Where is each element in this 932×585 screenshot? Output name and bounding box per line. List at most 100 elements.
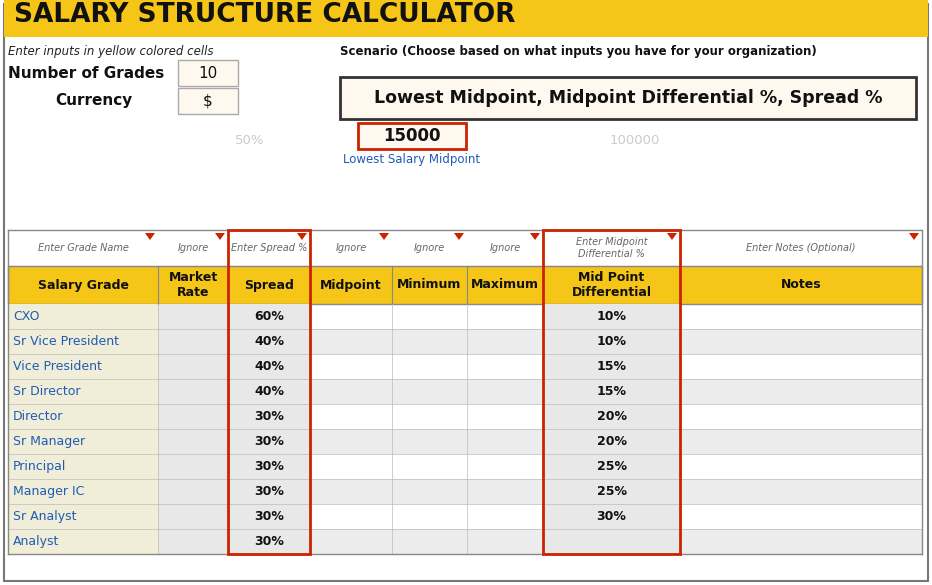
- Text: 10: 10: [199, 66, 218, 81]
- Bar: [228, 529, 310, 554]
- Text: SALARY STRUCTURE CALCULATOR: SALARY STRUCTURE CALCULATOR: [14, 2, 515, 27]
- Text: Number of Grades: Number of Grades: [8, 66, 164, 81]
- Bar: [8, 266, 922, 304]
- Bar: [8, 354, 158, 379]
- Text: 40%: 40%: [254, 360, 284, 373]
- Text: 30%: 30%: [254, 535, 284, 548]
- Bar: [158, 404, 228, 429]
- Bar: [8, 529, 158, 554]
- Bar: [8, 529, 922, 554]
- Text: Manager IC: Manager IC: [13, 485, 85, 498]
- Bar: [8, 454, 922, 479]
- Bar: [8, 329, 158, 354]
- Bar: [228, 429, 310, 454]
- Text: 25%: 25%: [596, 460, 626, 473]
- Text: Sr Vice President: Sr Vice President: [13, 335, 119, 348]
- Bar: [8, 354, 922, 379]
- Bar: [340, 77, 916, 119]
- Bar: [8, 454, 158, 479]
- Bar: [228, 230, 310, 554]
- Bar: [543, 429, 680, 454]
- Bar: [543, 379, 680, 404]
- Text: Maximum: Maximum: [471, 278, 539, 291]
- Bar: [158, 329, 228, 354]
- Text: Enter Midpoint
Differential %: Enter Midpoint Differential %: [576, 237, 648, 259]
- Bar: [8, 429, 158, 454]
- Text: Spread: Spread: [244, 278, 294, 291]
- Bar: [8, 379, 922, 404]
- Bar: [8, 329, 922, 354]
- Text: Director: Director: [13, 410, 63, 423]
- Text: 60%: 60%: [254, 310, 284, 323]
- Bar: [228, 479, 310, 504]
- Text: Sr Analyst: Sr Analyst: [13, 510, 76, 523]
- Polygon shape: [530, 233, 540, 240]
- Bar: [543, 304, 680, 329]
- Polygon shape: [909, 233, 919, 240]
- Text: 15000: 15000: [383, 127, 441, 145]
- Text: 20%: 20%: [596, 410, 626, 423]
- Text: Market
Rate: Market Rate: [169, 271, 218, 299]
- Text: Sr Director: Sr Director: [13, 385, 80, 398]
- Text: 15%: 15%: [596, 360, 626, 373]
- Text: 30%: 30%: [254, 485, 284, 498]
- Bar: [228, 404, 310, 429]
- Bar: [158, 504, 228, 529]
- Bar: [543, 479, 680, 504]
- Text: 15%: 15%: [596, 385, 626, 398]
- Text: Enter inputs in yellow colored cells: Enter inputs in yellow colored cells: [8, 44, 213, 57]
- Bar: [158, 429, 228, 454]
- Text: Analyst: Analyst: [13, 535, 60, 548]
- Text: Ignore: Ignore: [177, 243, 209, 253]
- Text: Notes: Notes: [781, 278, 821, 291]
- Text: 50%: 50%: [235, 133, 265, 146]
- Bar: [8, 304, 922, 329]
- Polygon shape: [215, 233, 225, 240]
- Bar: [228, 354, 310, 379]
- Text: 10%: 10%: [596, 335, 626, 348]
- Bar: [228, 454, 310, 479]
- Bar: [543, 329, 680, 354]
- Bar: [8, 379, 158, 404]
- Text: 30%: 30%: [254, 410, 284, 423]
- Text: 10%: 10%: [596, 310, 626, 323]
- Bar: [228, 504, 310, 529]
- Bar: [228, 304, 310, 329]
- Bar: [543, 504, 680, 529]
- Text: Enter Notes (Optional): Enter Notes (Optional): [747, 243, 856, 253]
- Text: Salary Grade: Salary Grade: [37, 278, 129, 291]
- Text: 100000: 100000: [610, 133, 660, 146]
- Bar: [8, 479, 158, 504]
- Text: Ignore: Ignore: [336, 243, 366, 253]
- Text: Enter Spread %: Enter Spread %: [231, 243, 308, 253]
- Bar: [543, 354, 680, 379]
- Text: $: $: [203, 94, 212, 108]
- Bar: [8, 304, 158, 329]
- Bar: [228, 379, 310, 404]
- Bar: [158, 354, 228, 379]
- Polygon shape: [145, 233, 155, 240]
- Polygon shape: [667, 233, 677, 240]
- Bar: [178, 60, 238, 86]
- Bar: [8, 404, 158, 429]
- Text: Sr Manager: Sr Manager: [13, 435, 85, 448]
- Polygon shape: [297, 233, 307, 240]
- Text: Midpoint: Midpoint: [321, 278, 382, 291]
- Bar: [158, 479, 228, 504]
- Text: Minimum: Minimum: [397, 278, 461, 291]
- Text: Mid Point
Differential: Mid Point Differential: [571, 271, 651, 299]
- Bar: [543, 529, 680, 554]
- Text: Principal: Principal: [13, 460, 66, 473]
- Bar: [8, 504, 922, 529]
- Text: Ignore: Ignore: [489, 243, 521, 253]
- Text: 30%: 30%: [596, 510, 626, 523]
- Polygon shape: [379, 233, 389, 240]
- Polygon shape: [454, 233, 464, 240]
- Text: 30%: 30%: [254, 510, 284, 523]
- Bar: [543, 404, 680, 429]
- Text: Lowest Salary Midpoint: Lowest Salary Midpoint: [343, 153, 481, 166]
- Text: Lowest Midpoint, Midpoint Differential %, Spread %: Lowest Midpoint, Midpoint Differential %…: [374, 89, 883, 107]
- Text: Vice President: Vice President: [13, 360, 102, 373]
- Text: Currency: Currency: [55, 94, 132, 108]
- Bar: [8, 479, 922, 504]
